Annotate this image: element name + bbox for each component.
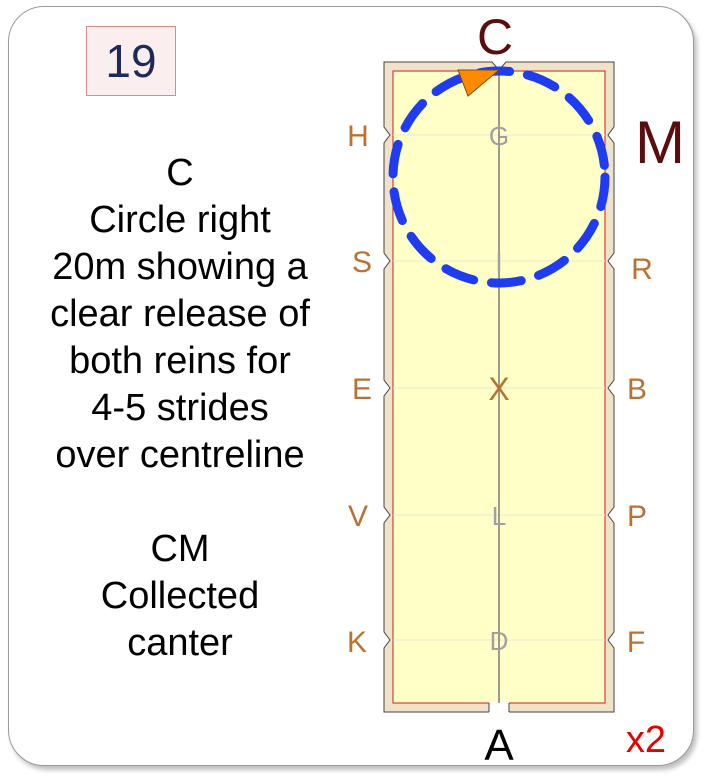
instruction-line: C	[166, 152, 194, 194]
arena-letter-g: G	[489, 121, 509, 151]
arena-letter-b: B	[627, 373, 647, 406]
arena-letter-h: H	[347, 120, 369, 153]
arena-letter-a: A	[484, 721, 514, 770]
circle-right-path	[388, 66, 610, 288]
arena-letter-l: L	[492, 501, 506, 531]
instruction-line: 20m showing a	[52, 246, 308, 288]
arena-letter-c: C	[477, 9, 513, 65]
instruction-line: both reins for	[69, 340, 291, 382]
arena-entrance-gap	[489, 702, 509, 713]
arena-letter-d: D	[490, 626, 509, 656]
arena-letter-s: S	[352, 246, 372, 279]
instruction-line: clear release of	[50, 293, 310, 335]
arena-letter-k: K	[347, 626, 367, 659]
arena-letter-p: P	[627, 500, 647, 533]
movement-number-badge: 19	[86, 26, 176, 96]
instruction-line: Collected	[100, 575, 260, 617]
arena-letter-f: F	[627, 626, 645, 659]
arena-letter-m-highlight: M	[635, 109, 685, 176]
instruction-line: canter	[127, 622, 233, 664]
movement-number: 19	[105, 35, 157, 87]
instruction-line: over centreline	[55, 434, 305, 476]
arena-letter-v: V	[348, 500, 368, 533]
instruction-line: Circle right	[89, 199, 271, 241]
instruction-line: 4-5 strides	[91, 387, 269, 429]
arena-letter-i: I	[495, 247, 502, 277]
movement-instructions: C Circle right 20m showing a clear relea…	[20, 150, 340, 667]
arena-letter-r: R	[631, 253, 653, 286]
direction-arrow-icon	[457, 69, 501, 97]
repeat-marker: x2	[626, 719, 666, 761]
instruction-line: CM	[150, 528, 210, 570]
arena-letter-e: E	[352, 373, 372, 406]
arena-letter-x: X	[488, 371, 509, 407]
